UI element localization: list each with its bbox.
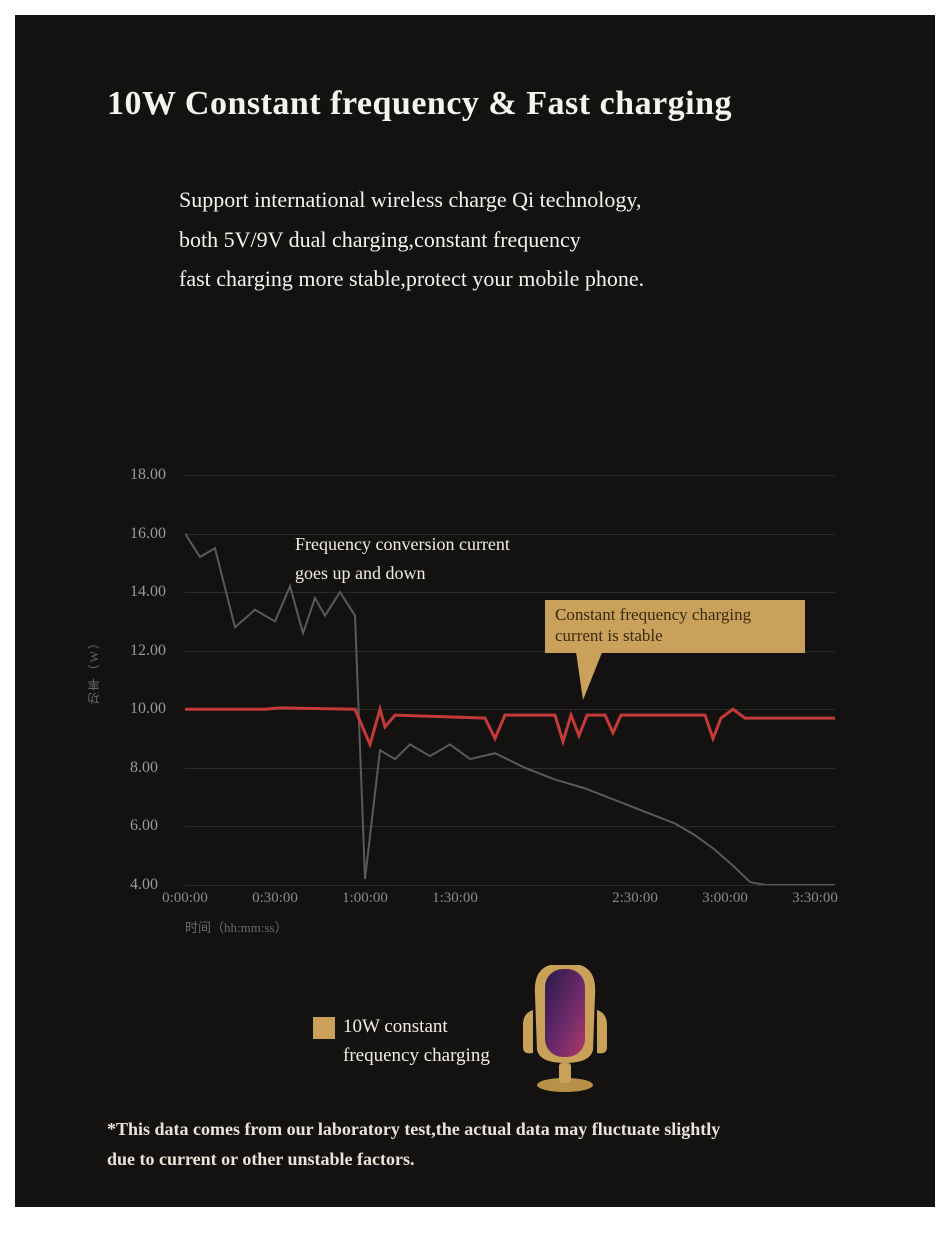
series-constant <box>185 708 835 745</box>
y-axis-label: 功率（W） <box>85 635 102 704</box>
x-tick-label: 0:30:00 <box>252 890 298 907</box>
x-tick-label: 3:00:00 <box>702 890 748 907</box>
legend-swatch <box>313 1017 335 1039</box>
x-tick-label: 2:30:00 <box>612 890 658 907</box>
y-tick-label: 8.00 <box>130 759 158 777</box>
subtitle-line: fast charging more stable,protect your m… <box>179 259 644 299</box>
y-tick-label: 6.00 <box>130 817 158 835</box>
annotation-line: Frequency conversion current <box>295 530 510 559</box>
x-tick-label: 1:30:00 <box>432 890 478 907</box>
subtitle-line: Support international wireless charge Qi… <box>179 180 644 220</box>
annotation-line: goes up and down <box>295 559 510 588</box>
annotation-conversion: Frequency conversion current goes up and… <box>295 530 510 588</box>
x-axis-label: 时间（hh:mm:ss） <box>185 917 288 936</box>
y-tick-label: 14.00 <box>130 583 166 601</box>
x-tick-label: 0:00:00 <box>162 890 208 907</box>
x-tick-label: 1:00:00 <box>342 890 388 907</box>
x-tick-label: 3:30:00 <box>792 890 838 907</box>
disclaimer-line: *This data comes from our laboratory tes… <box>107 1115 720 1145</box>
disclaimer-text: *This data comes from our laboratory tes… <box>107 1115 720 1174</box>
annotation-line: Constant frequency charging <box>555 604 795 625</box>
page-title: 10W Constant frequency & Fast charging <box>107 85 732 123</box>
y-tick-label: 12.00 <box>130 642 166 660</box>
product-device-icon <box>515 955 615 1095</box>
y-tick-label: 4.00 <box>130 876 158 894</box>
line-chart: 功率（W） 4.006.008.0010.0012.0014.0016.0018… <box>85 475 845 935</box>
legend-line: frequency charging <box>343 1042 490 1071</box>
disclaimer-line: due to current or other unstable factors… <box>107 1145 720 1175</box>
y-tick-label: 16.00 <box>130 525 166 543</box>
y-tick-label: 18.00 <box>130 466 166 484</box>
grid-line <box>185 885 835 886</box>
chart-plot-area <box>185 475 835 885</box>
subtitle-block: Support international wireless charge Qi… <box>179 180 644 299</box>
subtitle-line: both 5V/9V dual charging,constant freque… <box>179 220 644 260</box>
annotation-line: current is stable <box>555 625 795 646</box>
legend-label: 10W constant frequency charging <box>343 1013 490 1070</box>
legend-line: 10W constant <box>343 1013 490 1042</box>
y-tick-label: 10.00 <box>130 700 166 718</box>
callout-tail-icon <box>555 645 615 705</box>
infographic-panel: 10W Constant frequency & Fast charging S… <box>15 15 935 1207</box>
